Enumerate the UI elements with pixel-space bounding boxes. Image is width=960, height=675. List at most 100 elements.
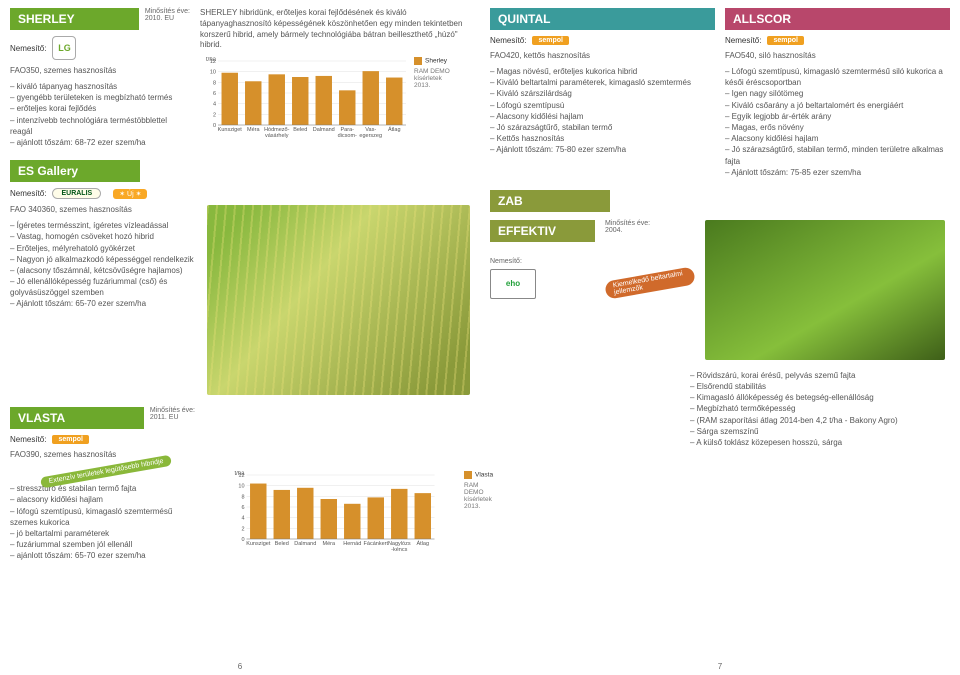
svg-text:4: 4 bbox=[241, 516, 244, 522]
bullet-item: intenzívebb technológiára terméstöbblett… bbox=[10, 115, 190, 137]
bullet-item: Rövidszárú, korai érésű, pelyvás szemű f… bbox=[690, 370, 950, 381]
bullet-item: Nagyon jó alkalmazkodó képességgel rende… bbox=[10, 254, 195, 265]
svg-text:Dalmand: Dalmand bbox=[294, 541, 316, 547]
svg-text:Hódmező-vásárhely: Hódmező-vásárhely bbox=[264, 127, 290, 139]
new-badge: ✶ Új ✶ bbox=[113, 189, 147, 199]
sempol-logo-allscor: sempol bbox=[767, 36, 804, 45]
vlasta-bullets: stressztűrő és stabilan termő fajtaalacs… bbox=[10, 483, 195, 561]
svg-text:Átlag: Átlag bbox=[416, 540, 429, 547]
eho-logo: eho bbox=[490, 269, 536, 299]
bullet-item: Lófogú szemtípusú, kimagasló szemtermésű… bbox=[725, 66, 950, 88]
bullet-item: Alacsony kidőlési hajlam bbox=[490, 111, 715, 122]
svg-text:Méra: Méra bbox=[323, 541, 336, 547]
quintal-subtitle: FAO420, kettős hasznosítás bbox=[490, 51, 715, 60]
vlasta-section: VLASTA Minősítés éve: 2011. EU Nemesítő:… bbox=[10, 407, 470, 561]
svg-text:Átlag: Átlag bbox=[388, 126, 401, 133]
quintal-bullets: Magas növésű, erőteljes kukorica hibridK… bbox=[490, 66, 715, 156]
bullet-item: Magas növésű, erőteljes kukorica hibrid bbox=[490, 66, 715, 77]
lg-logo: LG bbox=[52, 36, 76, 60]
svg-text:0: 0 bbox=[241, 537, 244, 543]
allscor-breeder-label: Nemesítő: bbox=[725, 36, 761, 45]
esgallery-breeder-label: Nemesítő: bbox=[10, 189, 46, 198]
sherley-title: SHERLEY bbox=[10, 8, 139, 30]
svg-text:Nagylózs-kéncs: Nagylózs-kéncs bbox=[388, 541, 411, 553]
bullet-item: Magas, erős növény bbox=[725, 122, 950, 133]
sherley-subtitle: FAO350, szemes hasznosítás bbox=[10, 66, 190, 75]
svg-text:10: 10 bbox=[238, 484, 244, 490]
left-page-num: 6 bbox=[238, 662, 242, 671]
bullet-item: Ígéretes termésszint, ígéretes vízleadás… bbox=[10, 220, 195, 231]
svg-text:Beled: Beled bbox=[275, 541, 289, 547]
esgallery-bullets: Ígéretes termésszint, ígéretes vízleadás… bbox=[10, 220, 195, 310]
effektiv-year-label: Minősítés éve: bbox=[605, 220, 650, 227]
euralis-logo: EURALIS bbox=[52, 188, 101, 199]
svg-text:Dalmand: Dalmand bbox=[313, 127, 335, 133]
sherley-chart-col: SHERLEY hibridünk, erőteljes korai fejlő… bbox=[200, 8, 470, 148]
sherley-year: 2010. EU bbox=[145, 15, 174, 22]
vlasta-breeder-label: Nemesítő: bbox=[10, 435, 46, 444]
bullet-item: (alacsony tőszámnál, kétcsövűségre hajla… bbox=[10, 265, 195, 276]
vlasta-chart: 024681012t/haKunszigetBeledDalmandMéraHe… bbox=[207, 471, 499, 561]
svg-text:8: 8 bbox=[241, 495, 244, 501]
left-page: SHERLEY Minősítés éve: 2010. EU Nemesítő… bbox=[0, 0, 480, 675]
bullet-item: Lófogú szemtípusú bbox=[490, 100, 715, 111]
svg-text:Kunsziget: Kunsziget bbox=[246, 541, 271, 547]
bullet-item: kiváló tápanyag hasznosítás bbox=[10, 81, 190, 92]
bullet-item: Sárga szemszínű bbox=[690, 426, 950, 437]
bullet-item: Megbízható termőképesség bbox=[690, 403, 950, 414]
corn-photo bbox=[207, 205, 470, 395]
bullet-item: Jó ellenállóképesség fuzáriummal (cső) é… bbox=[10, 276, 195, 298]
bullet-item: Ajánlott tőszám: 75-80 ezer szem/ha bbox=[490, 144, 715, 155]
bullet-item: (RAM szaporítási átlag 2014-ben 4,2 t/ha… bbox=[690, 415, 950, 426]
sherley-description: SHERLEY hibridünk, erőteljes korai fejlő… bbox=[200, 8, 470, 51]
sherley-legend-note: RAM DEMO kísérletek 2013. bbox=[414, 68, 450, 89]
bullet-item: Kettős hasznosítás bbox=[490, 133, 715, 144]
sherley-breeder-label: Nemesítő: bbox=[10, 44, 46, 53]
bullet-item: Igen nagy silótömeg bbox=[725, 88, 950, 99]
quintal-title: QUINTAL bbox=[490, 8, 715, 30]
vlasta-year: 2011. EU bbox=[150, 414, 179, 421]
allscor-subtitle: FAO540, siló hasznosítás bbox=[725, 51, 950, 60]
sherley-chart: 024681012t/haKunszigetMéraHódmező-vásárh… bbox=[200, 57, 470, 147]
effektiv-year: 2004. bbox=[605, 227, 623, 234]
svg-text:4: 4 bbox=[213, 102, 216, 108]
sempol-logo-quintal: sempol bbox=[532, 36, 569, 45]
bullet-item: Kiváló szárszilárdság bbox=[490, 88, 715, 99]
svg-text:t/ha: t/ha bbox=[206, 57, 217, 63]
bullet-item: fuzáriummal szemben jól ellenáll bbox=[10, 539, 195, 550]
effektiv-title: EFFEKTIV bbox=[490, 220, 595, 242]
effektiv-section: EFFEKTIV Nemesítő: eho Minősítés éve: 20… bbox=[490, 220, 950, 360]
allscor-title: ALLSCOR bbox=[725, 8, 950, 30]
bullet-item: lófogú szemtípusú, kimagasló szemtermésű… bbox=[10, 506, 195, 528]
svg-text:0: 0 bbox=[213, 123, 216, 129]
bullet-item: Erőteljes, mélyrehatoló gyökérzet bbox=[10, 243, 195, 254]
svg-text:6: 6 bbox=[241, 505, 244, 511]
vlasta-year-label: Minősítés éve: bbox=[150, 407, 195, 414]
bullet-item: Ajánlott tőszám: 75-85 ezer szem/ha bbox=[725, 167, 950, 178]
svg-text:6: 6 bbox=[213, 91, 216, 97]
es-gallery-section: ES Gallery Nemesítő: EURALIS ✶ Új ✶ FAO … bbox=[10, 160, 470, 395]
quintal-section: QUINTAL Nemesítő: sempol FAO420, kettős … bbox=[490, 8, 715, 178]
sherley-bullets: kiváló tápanyag hasznosításgyengébb terü… bbox=[10, 81, 190, 148]
right-page-num: 7 bbox=[718, 662, 722, 671]
svg-text:Hernád: Hernád bbox=[343, 541, 361, 547]
oat-photo bbox=[705, 220, 945, 360]
bullet-item: Alacsony kidőlési hajlam bbox=[725, 133, 950, 144]
quintal-breeder-label: Nemesítő: bbox=[490, 36, 526, 45]
bullet-item: gyengébb területeken is megbízható termé… bbox=[10, 92, 190, 103]
svg-text:Kunsziget: Kunsziget bbox=[218, 127, 243, 133]
bullet-item: Kiváló beltartalmi paraméterek, kimagasl… bbox=[490, 77, 715, 88]
svg-text:t/ha: t/ha bbox=[235, 471, 246, 477]
bullet-item: Jó szárazságtűrő, stabilan termő bbox=[490, 122, 715, 133]
bullet-item: Vastag, homogén csöveket hozó hibrid bbox=[10, 231, 195, 242]
svg-text:Méra: Méra bbox=[247, 127, 260, 133]
effektiv-bullets: Rövidszárú, korai érésű, pelyvás szemű f… bbox=[690, 370, 950, 448]
bullet-item: erőteljes korai fejlődés bbox=[10, 103, 190, 114]
svg-text:2: 2 bbox=[241, 527, 244, 533]
svg-text:Fácánkert: Fácánkert bbox=[364, 541, 389, 547]
right-page: QUINTAL Nemesítő: sempol FAO420, kettős … bbox=[480, 0, 960, 675]
vlasta-title: VLASTA bbox=[10, 407, 144, 429]
svg-text:2: 2 bbox=[213, 113, 216, 119]
bullet-item: ajánlott tőszám: 65-70 ezer szem/ha bbox=[10, 550, 195, 561]
effektiv-breeder-label: Nemesítő: bbox=[490, 258, 522, 265]
